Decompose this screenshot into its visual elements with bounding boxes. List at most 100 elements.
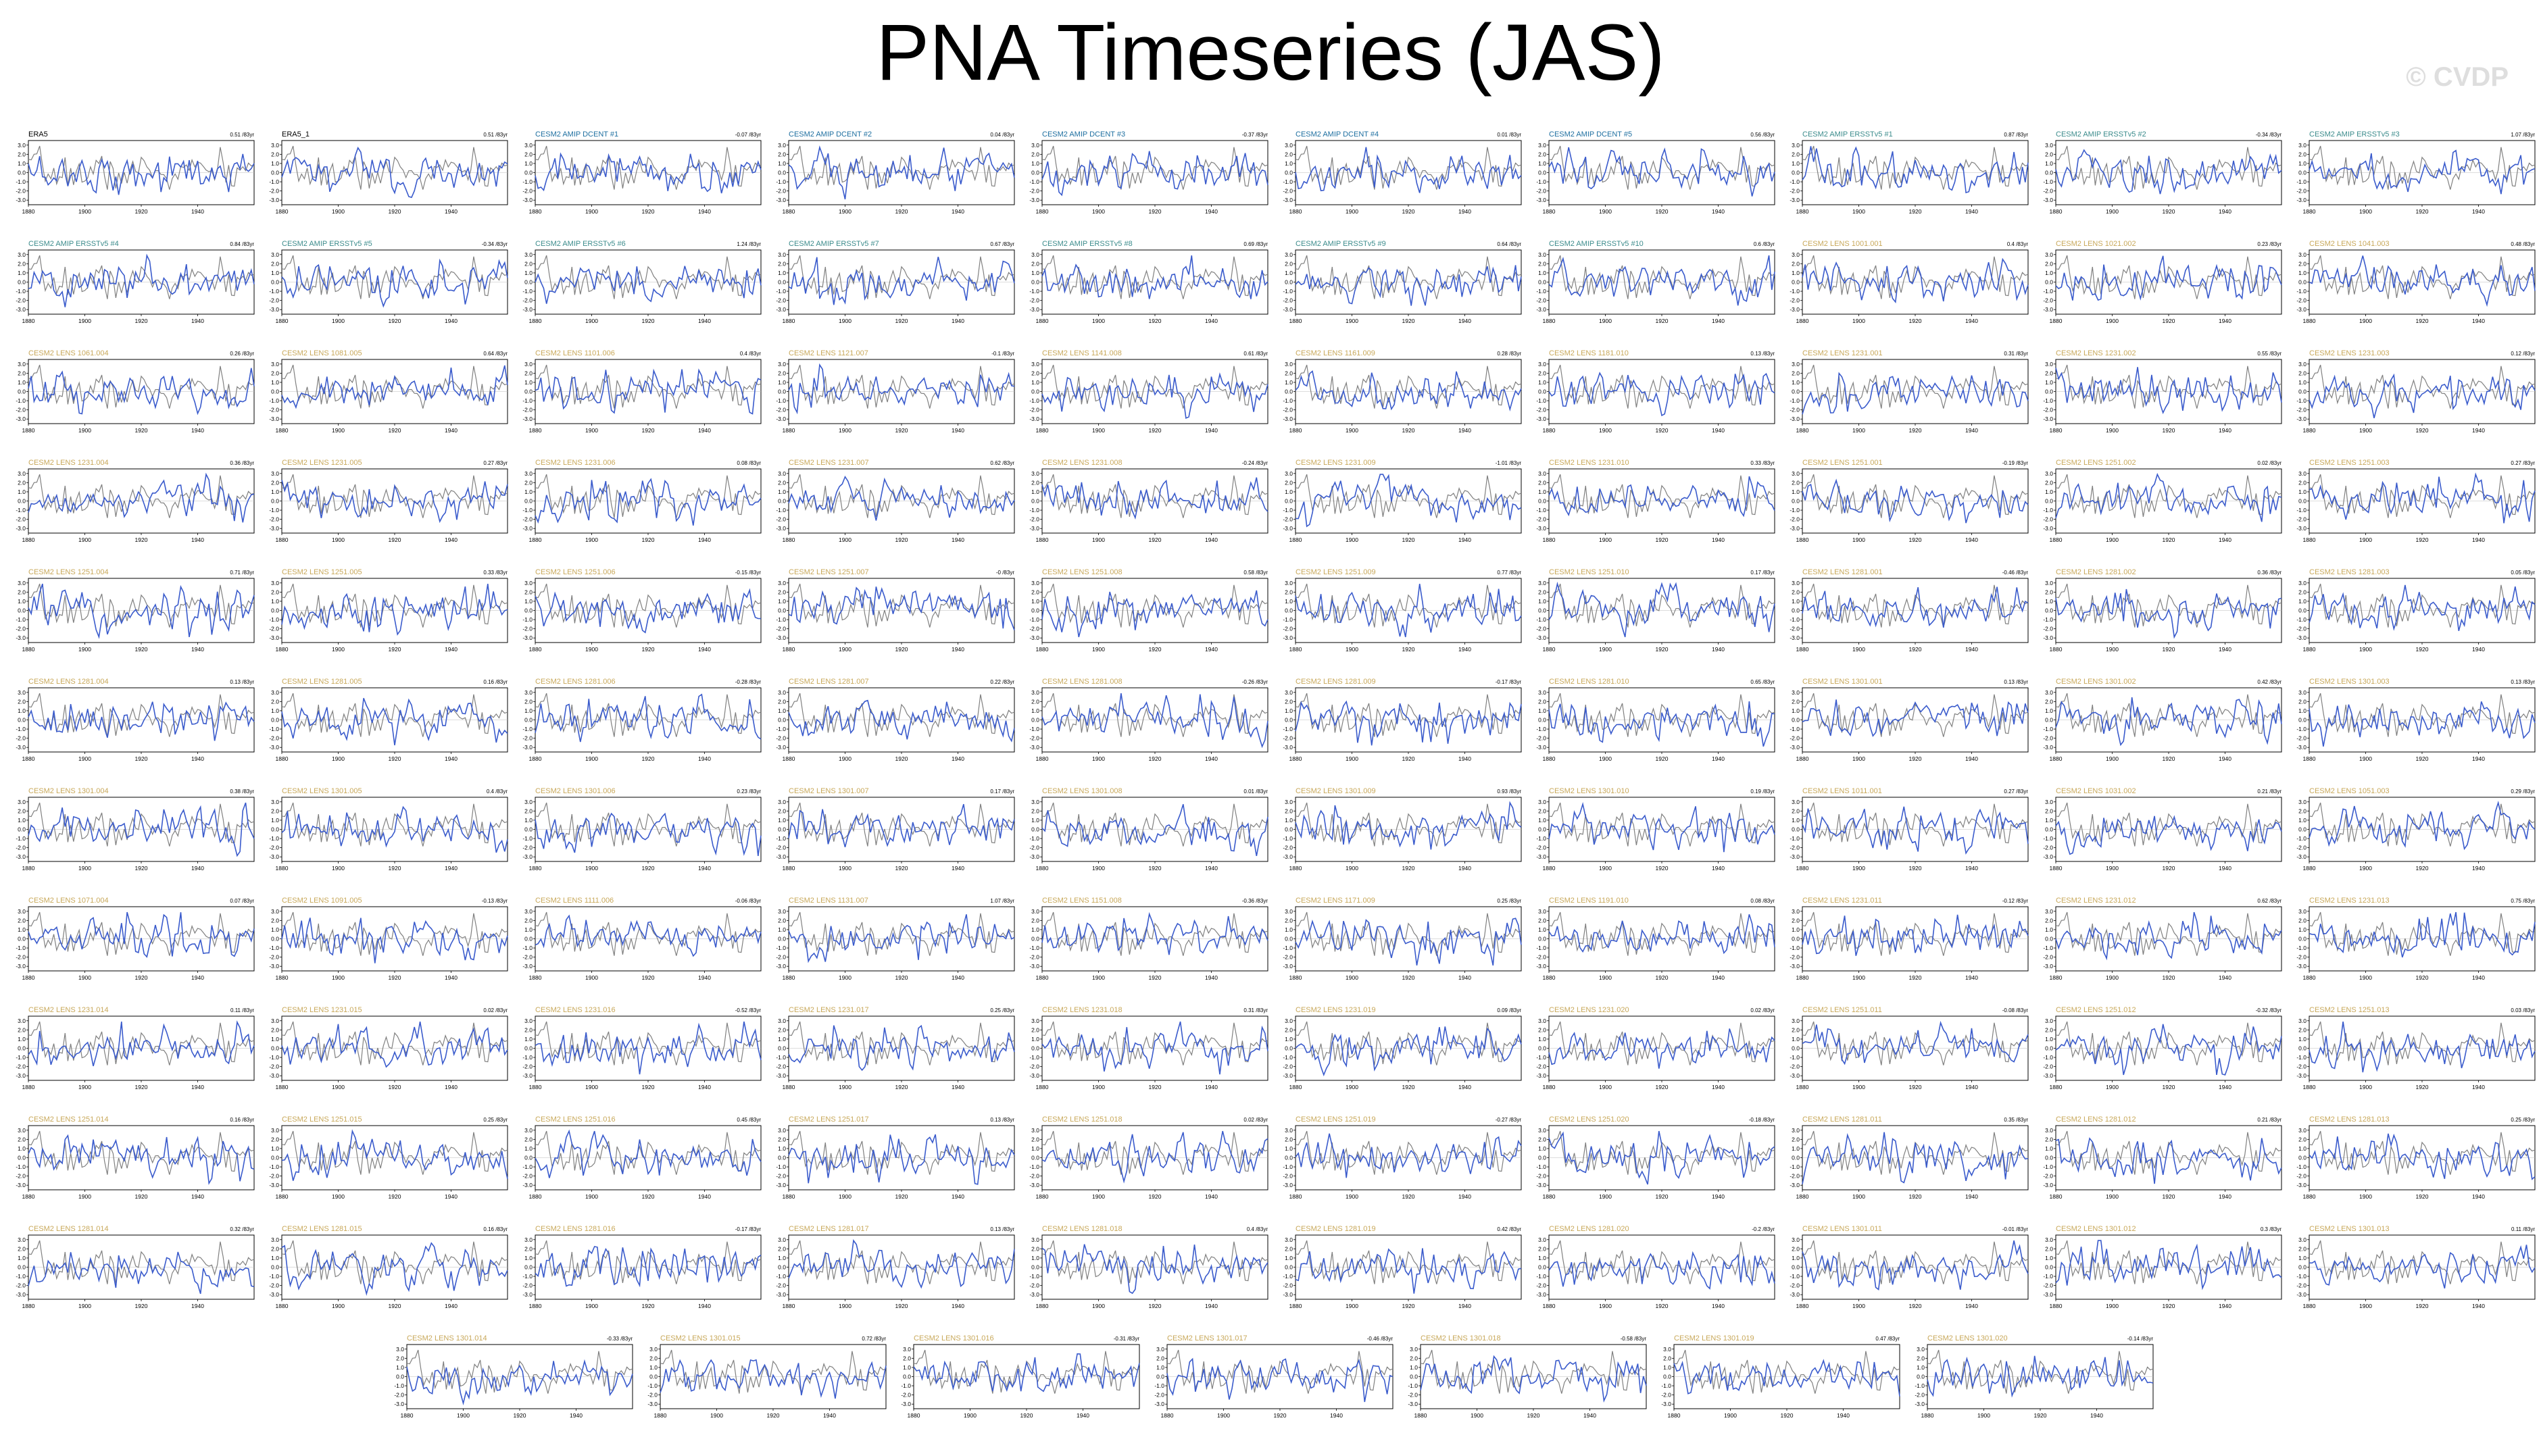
panel-label: CESM2 AMIP ERSSTv5 #1 (1802, 130, 1893, 139)
x-tick-label: 1880 (1036, 1084, 1049, 1090)
y-tick-label: -2.0 (1283, 954, 1293, 961)
y-tick-label: 3.0 (1538, 689, 1546, 696)
y-tick-label: 2.0 (271, 151, 279, 157)
panel-trend: 1.07 /83yr (990, 898, 1014, 904)
y-tick-label: 2.0 (524, 151, 533, 157)
x-tick-label: 1920 (1656, 865, 1669, 872)
panel-label: CESM2 LENS 1251.006 (535, 568, 616, 576)
panel-label: CESM2 LENS 1231.007 (789, 459, 869, 467)
y-tick-label: 1.0 (778, 160, 786, 167)
y-tick-label: -2.0 (1283, 1173, 1293, 1180)
x-tick-label: 1880 (1289, 208, 1302, 215)
model-series-line (788, 1024, 1015, 1072)
panel-label: CESM2 LENS 1251.013 (2309, 1006, 2390, 1014)
y-tick-label: -3.0 (1536, 963, 1546, 970)
y-tick-label: -1.0 (2043, 1273, 2053, 1280)
x-tick-label: 1900 (2359, 318, 2372, 324)
panel-label: CESM2 AMIP DCENT #4 (1296, 130, 1379, 139)
x-tick-label: 1880 (783, 974, 795, 981)
x-tick-label: 1940 (1965, 208, 1978, 215)
x-tick-label: 1880 (22, 646, 35, 653)
y-tick-label: 3.0 (1792, 1236, 1800, 1243)
pna-panel: CESM2 LENS 1251.001 -0.19 /83yr-3.0-2.0-1… (1790, 459, 2029, 543)
observed-series-line (1295, 911, 1522, 956)
y-tick-label: 3.0 (2045, 1236, 2053, 1243)
model-series-line (1295, 370, 1522, 411)
y-tick-label: -3.0 (2296, 1291, 2306, 1298)
y-tick-label: -2.0 (1283, 297, 1293, 304)
y-tick-label: -1.0 (269, 726, 279, 732)
model-series-line (1295, 147, 1522, 193)
y-tick-label: 0.0 (18, 1155, 26, 1161)
observed-series-line (1041, 1240, 1268, 1284)
x-tick-label: 1900 (585, 865, 598, 872)
x-tick-label: 1940 (1712, 646, 1725, 653)
y-tick-label: 1.0 (2298, 598, 2306, 605)
y-tick-label: 1.0 (18, 1145, 26, 1152)
model-series-line (535, 1246, 762, 1288)
x-tick-label: 1920 (1656, 1084, 1669, 1090)
x-tick-label: 1900 (1599, 755, 1612, 762)
y-tick-label: 1.0 (1031, 1255, 1039, 1261)
x-tick-label: 1900 (1346, 536, 1358, 543)
y-tick-label: -3.0 (2296, 416, 2306, 422)
x-tick-label: 1920 (895, 865, 908, 872)
y-tick-label: 3.0 (2298, 1127, 2306, 1134)
x-tick-label: 1880 (1036, 865, 1049, 872)
pna-panel: CESM2 AMIP ERSSTv5 #6 1.24 /83yr-3.0-2.0-… (522, 240, 762, 324)
y-tick-label: 2.0 (1792, 479, 1800, 486)
x-tick-label: 1900 (78, 755, 91, 762)
y-tick-label: -2.0 (776, 516, 786, 523)
y-tick-label: 0.0 (18, 607, 26, 614)
y-tick-label: -3.0 (776, 197, 786, 203)
y-tick-label: 3.0 (1663, 1346, 1671, 1353)
x-tick-label: 1880 (276, 755, 289, 762)
x-tick-label: 1900 (1092, 1303, 1105, 1309)
x-tick-label: 1880 (1543, 1193, 1556, 1200)
x-tick-label: 1940 (698, 536, 711, 543)
y-tick-label: -2.0 (1283, 735, 1293, 742)
pna-panel: CESM2 AMIP ERSSTv5 #9 0.64 /83yr-3.0-2.0-… (1283, 240, 1522, 324)
model-series-line (535, 588, 762, 634)
y-tick-label: 3.0 (18, 908, 26, 915)
y-tick-label: 0.0 (18, 388, 26, 395)
y-tick-label: -2.0 (776, 954, 786, 961)
x-tick-label: 1900 (1346, 1303, 1358, 1309)
y-tick-label: -1.0 (2043, 616, 2053, 623)
y-tick-label: 3.0 (524, 470, 533, 477)
y-tick-label: 1.0 (2298, 707, 2306, 714)
x-tick-label: 1880 (1796, 1084, 1809, 1090)
x-tick-label: 1900 (1852, 865, 1865, 872)
y-tick-label: -3.0 (1029, 634, 1039, 641)
pna-panel: CESM2 AMIP ERSSTv5 #5 -0.34 /83yr-3.0-2.0… (269, 240, 508, 324)
y-tick-label: 3.0 (18, 470, 26, 477)
y-tick-label: 3.0 (524, 908, 533, 915)
y-tick-label: 2.0 (778, 260, 786, 267)
y-tick-label: -3.0 (1790, 416, 1800, 422)
x-tick-label: 1900 (1092, 646, 1105, 653)
model-series-line (1295, 801, 1522, 850)
y-tick-label: 3.0 (1031, 142, 1039, 149)
y-tick-label: 1.0 (1538, 598, 1546, 605)
y-tick-label: 1.0 (2045, 817, 2053, 824)
x-tick-label: 1900 (2359, 208, 2372, 215)
y-tick-label: 1.0 (1792, 1145, 1800, 1152)
panel-label: CESM2 LENS 1231.014 (28, 1006, 109, 1014)
x-tick-label: 1880 (2303, 646, 2316, 653)
pna-panel: CESM2 LENS 1251.007 -0 /83yr-3.0-2.0-1.00… (776, 568, 1015, 653)
x-tick-label: 1900 (1977, 1412, 1990, 1419)
y-tick-label: 0.0 (1031, 717, 1039, 724)
panel-trend: 0.02 /83yr (1750, 1007, 1775, 1013)
x-tick-label: 1900 (2106, 646, 2119, 653)
y-tick-label: 0.0 (2298, 279, 2306, 286)
model-series-line (1802, 146, 2029, 194)
y-tick-label: 3.0 (524, 142, 533, 149)
pna-panel: CESM2 LENS 1301.010 0.19 /83yr-3.0-2.0-1.… (1536, 787, 1775, 872)
y-tick-label: 3.0 (2045, 361, 2053, 368)
observed-series-line (1166, 1349, 1393, 1394)
pna-panel: CESM2 LENS 1301.018 -0.58 /83yr-3.0-2.0-1… (1408, 1334, 1647, 1419)
y-tick-label: 0.0 (2298, 936, 2306, 943)
panel-label: CESM2 LENS 1301.005 (282, 787, 362, 795)
panel-label: CESM2 LENS 1111.006 (535, 897, 614, 905)
y-tick-label: 2.0 (1031, 1026, 1039, 1033)
